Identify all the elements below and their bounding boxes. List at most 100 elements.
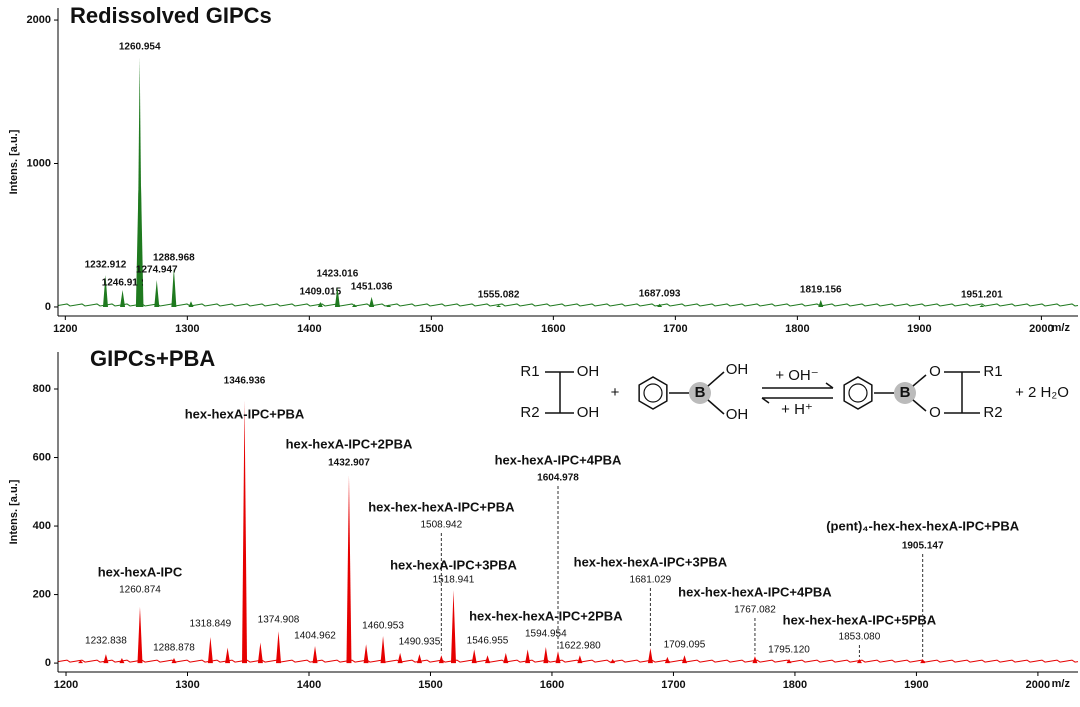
peak [137,57,143,307]
minor-peak [471,649,477,664]
x-tick-label: 1600 [541,323,565,335]
peak [171,267,177,307]
peak [171,657,177,664]
x-axis-label: m/z [1052,678,1071,690]
peak [369,296,375,307]
x-tick-label: 1500 [418,679,442,691]
scheme-text: + [611,384,620,401]
y-tick-label: 600 [33,451,51,463]
scheme-text: B [695,384,706,401]
peak [485,655,491,664]
minor-peak [78,660,84,664]
bond [707,399,725,415]
x-tick-label: 1500 [419,323,443,335]
peak-label: 1260.954 [119,42,161,53]
x-tick-label: 1600 [540,679,564,691]
peak-label: 1767.082 [734,605,776,616]
peak [242,399,248,664]
peak [312,645,318,664]
peak [979,304,985,307]
minor-peak [119,657,125,664]
minor-peak [664,656,670,664]
compound-name: hex-hexA-IPC+3PBA [390,557,517,572]
peak-label: 1795.120 [768,645,810,656]
peak-label: 1546.955 [467,636,509,647]
y-tick-label: 2000 [27,14,51,26]
compound-name: hex-hex-hexA-IPC+PBA [368,499,515,514]
peak [102,274,108,307]
x-tick-label: 1700 [661,679,685,691]
peak [334,287,340,307]
compound-name: hex-hexA-IPC [98,564,183,579]
peak-label: 1451.036 [351,282,393,293]
peak [154,279,160,307]
scheme-text: R2 [983,404,1002,421]
minor-peak [188,301,194,307]
baseline [57,303,1079,307]
compound-name: hex-hex-hexA-IPC+2PBA [469,608,623,623]
scheme-text: OH [577,363,600,380]
compound-name: hex-hexA-IPC+PBA [185,406,305,421]
peak [920,658,926,664]
compound-name: (pent)₄-hex-hex-hexA-IPC+PBA [826,518,1020,533]
peak-label: 1905.147 [902,541,944,552]
y-axis-label: Intens. [a.u.] [8,479,20,544]
peak [543,646,549,664]
aromatic [643,383,663,403]
peak [416,654,422,664]
minor-peak [257,642,263,664]
scheme-text: O [929,404,941,421]
scheme-text: + H⁺ [781,401,813,418]
chart-title: GIPCs+PBA [90,346,215,371]
peak [438,655,444,664]
peak [103,654,109,664]
y-tick-label: 800 [33,383,51,395]
scheme-text: OH [726,406,749,423]
minor-peak [351,304,357,307]
boron-atom [689,382,711,404]
scheme-text: OH [577,404,600,421]
peak [120,290,126,307]
compound-name: hex-hex-hexA-IPC+3PBA [574,554,728,569]
x-tick-label: 1800 [783,679,807,691]
benzene-ring [638,376,668,410]
arrow-forward [762,382,834,389]
peak [450,590,456,664]
minor-peak [610,658,616,664]
peak-label: 1687.093 [639,288,681,299]
x-axis-label: m/z [1052,322,1071,334]
peak [818,299,824,307]
peak-label: 1374.908 [258,615,300,626]
scheme-text: O [929,363,941,380]
x-tick-label: 1800 [785,323,809,335]
bond [912,399,927,412]
minor-peak [525,649,531,664]
peak-label: 1709.095 [664,640,706,651]
minor-peak [397,652,403,664]
peak [346,474,352,664]
compound-name: hex-hex-hexA-IPC+5PBA [783,612,937,627]
peak [786,658,792,664]
aromatic [848,383,868,403]
peak-label: 1404.962 [294,631,336,642]
y-tick-label: 0 [45,657,51,669]
scheme-text: B [900,384,911,401]
y-axis-label: Intens. [a.u.] [8,129,20,194]
x-tick-label: 1300 [175,679,199,691]
compound-name: hex-hexA-IPC+4PBA [495,452,622,467]
minor-peak [503,652,509,664]
compound-name: hex-hexA-IPC+2PBA [286,436,413,451]
peak [752,656,758,664]
minor-peak [363,644,369,664]
peak-label: 1819.156 [800,285,842,296]
y-tick-label: 0 [45,301,51,313]
peak-label: 1288.968 [153,253,195,264]
y-tick-label: 200 [33,588,51,600]
minor-peak [386,304,392,307]
compound-name: hex-hex-hexA-IPC+4PBA [678,584,832,599]
peak [577,655,583,664]
boron-atom [894,382,916,404]
y-tick-label: 1000 [27,157,51,169]
peak-label: 1423.016 [317,269,359,280]
peak-label: 1346.936 [224,376,266,387]
